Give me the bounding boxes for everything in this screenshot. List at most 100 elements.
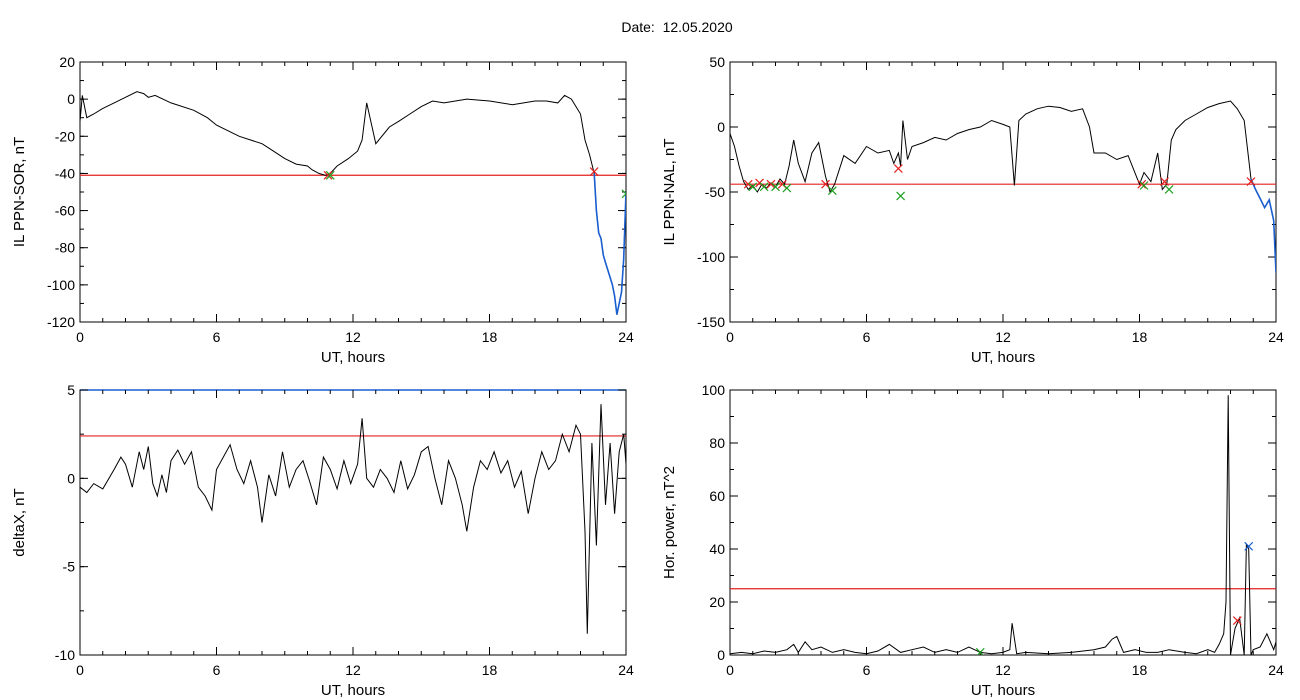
cross-marker <box>896 191 906 201</box>
plot-area <box>80 91 626 315</box>
y-tick-label: -40 <box>55 165 75 181</box>
panel-hor-power: 0 6 12 18 24 0 20 40 60 80 100 UT, hours Hor. power,… <box>661 382 1284 699</box>
y-tick-label: 40 <box>709 541 725 557</box>
x-tick-label: 0 <box>726 329 734 345</box>
cross-marker-stroke <box>896 191 906 201</box>
plot-frame <box>729 61 1277 323</box>
y-tick-label: 20 <box>59 54 75 70</box>
y-axis-label: deltaX, nT <box>11 488 28 556</box>
cross-marker <box>323 170 333 180</box>
cross-marker-stroke <box>621 189 626 195</box>
cross-marker <box>743 179 753 189</box>
cross-marker-stroke <box>589 167 599 176</box>
cross-marker <box>1137 179 1147 189</box>
series-line <box>80 404 626 634</box>
cross-marker-stroke <box>771 182 780 192</box>
cross-marker-stroke <box>1246 177 1256 187</box>
panel-deltax: 0 6 12 18 24 -10 -5 0 5 UT, hours deltaX, nT <box>11 382 634 699</box>
cross-marker <box>1164 184 1174 194</box>
y-tick-label: -10 <box>55 647 75 663</box>
x-tick-label: 12 <box>345 329 361 345</box>
cross-marker-stroke <box>1137 179 1147 189</box>
series-line <box>730 395 1276 655</box>
cross-marker-stroke <box>1160 177 1169 187</box>
cross-marker <box>827 186 837 196</box>
cross-marker-stroke <box>766 179 776 189</box>
x-tick-label: 18 <box>1132 662 1148 678</box>
cross-marker <box>589 167 599 176</box>
cross-marker-stroke <box>1232 616 1242 625</box>
x-tick-label: 18 <box>1132 329 1148 345</box>
cross-marker-stroke <box>743 179 753 189</box>
x-tick-label: 6 <box>863 662 871 678</box>
cross-marker <box>1232 616 1242 625</box>
cross-marker <box>782 183 792 193</box>
x-tick-label: 0 <box>76 662 84 678</box>
y-tick-label: 5 <box>67 382 75 398</box>
x-tick-label: 18 <box>482 329 498 345</box>
y-tick-label: 0 <box>717 119 725 135</box>
cross-marker <box>748 182 758 192</box>
cross-marker <box>771 182 780 192</box>
figure-title: Date: 12.05.2020 <box>621 19 733 35</box>
plot-area <box>80 404 626 634</box>
cross-marker-stroke <box>621 193 626 199</box>
cross-marker-stroke <box>1244 541 1254 551</box>
x-tick-label: 6 <box>213 662 221 678</box>
y-tick-label: -50 <box>705 184 725 200</box>
x-tick-label: 24 <box>618 662 634 678</box>
cross-marker <box>759 182 769 192</box>
x-axis-label: UT, hours <box>321 682 385 699</box>
y-axis-label: IL PPN-NAL, nT <box>661 139 678 246</box>
series-highlight-line <box>1250 178 1276 273</box>
cross-marker <box>893 164 903 174</box>
x-tick-label: 24 <box>1268 662 1284 678</box>
y-tick-label: -5 <box>63 559 76 575</box>
y-tick-label: -120 <box>47 314 75 330</box>
cross-marker-stroke <box>782 183 792 193</box>
cross-marker <box>1160 177 1169 187</box>
y-tick-label: 60 <box>709 488 725 504</box>
cross-marker <box>1139 181 1149 190</box>
x-tick-label: 6 <box>863 329 871 345</box>
y-tick-label: 0 <box>717 647 725 663</box>
y-axis-label: IL PPN-SOR, nT <box>11 137 28 247</box>
x-axis-label: UT, hours <box>321 349 385 366</box>
cross-marker-stroke <box>323 170 333 180</box>
cross-marker <box>621 189 626 199</box>
cross-marker-stroke <box>821 179 830 189</box>
series-line <box>730 100 1276 273</box>
cross-marker-stroke <box>893 164 903 174</box>
cross-marker-stroke <box>755 178 764 188</box>
panel-il-ppn-sor: 0 6 12 18 24 -120 -100 -80 -60 -40 -20 0 20 UT, hours… <box>11 54 634 366</box>
plot-area <box>730 395 1276 655</box>
cross-marker <box>325 170 335 180</box>
y-tick-label: 0 <box>67 470 75 486</box>
cross-marker-stroke <box>777 179 787 189</box>
y-tick-label: -150 <box>697 314 725 330</box>
x-axis-label: UT, hours <box>971 682 1035 699</box>
cross-marker-stroke <box>759 182 769 192</box>
cross-marker-stroke <box>827 186 837 196</box>
y-axis-label: Hor. power, nT^2 <box>661 466 678 579</box>
y-tick-label: 100 <box>702 382 726 398</box>
x-tick-label: 24 <box>1268 329 1284 345</box>
plot-area <box>730 100 1276 273</box>
x-axis-label: UT, hours <box>971 349 1035 366</box>
cross-marker-stroke <box>1139 181 1149 190</box>
y-tick-label: -20 <box>55 128 75 144</box>
x-tick-label: 18 <box>482 662 498 678</box>
y-tick-label: 80 <box>709 435 725 451</box>
plot-frame <box>729 389 1277 656</box>
cross-marker <box>975 647 985 655</box>
x-tick-label: 6 <box>213 329 221 345</box>
series-highlight-line <box>593 173 626 315</box>
x-tick-label: 0 <box>726 662 734 678</box>
x-tick-label: 12 <box>345 662 361 678</box>
x-tick-label: 12 <box>995 662 1011 678</box>
y-tick-label: -100 <box>47 277 75 293</box>
cross-marker-stroke <box>325 170 335 180</box>
plot-frame <box>79 389 627 656</box>
y-tick-label: 50 <box>709 54 725 70</box>
y-tick-label: -60 <box>55 203 75 219</box>
